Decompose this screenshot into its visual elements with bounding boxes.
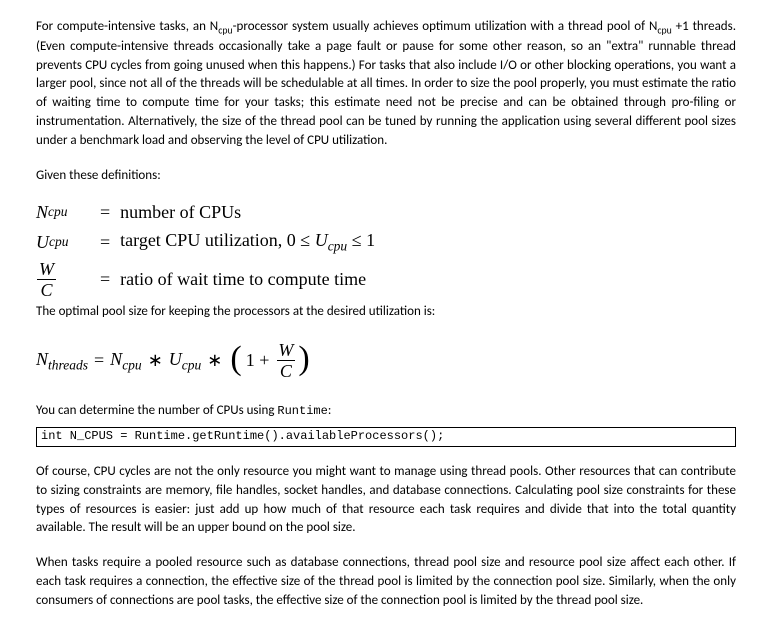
formula-frac-den: C [277,360,295,380]
def-wc-symbol: W C [36,258,86,301]
def-ncpu-sub: cpu [48,201,68,223]
code-block: int N_CPUS = Runtime.getRuntime().availa… [36,427,736,447]
formula-caption: The optimal pool size for keeping the pr… [36,303,736,322]
formula-ucpu-sub: cpu [182,357,202,372]
runtime-caption: You can determine the number of CPUs usi… [36,402,736,421]
formula-frac: W C [275,339,296,382]
def-ucpu-desc: target CPU utilization, 0 ≤ Ucpu ≤ 1 [120,226,375,257]
p1-sub2: cpu [657,25,671,37]
def-ucpu-symbol: Ucpu [36,228,86,257]
formula-lparen: ( [228,342,243,376]
def-wc-frac: W C [36,258,57,301]
formula-ncpu: Ncpu [110,349,148,374]
p1-text2: -processor system usually achieves optim… [233,19,658,34]
def-ucpu-sub: cpu [49,231,69,253]
p1-text3: +1 threads. (Even compute-intensive thre… [36,19,736,148]
def-ucpu-desc-b: U [315,230,328,250]
def-ncpu: Ncpu = number of CPUs [36,198,736,227]
formula-lhs-base: N [36,349,48,369]
def-ucpu-desc-d: ≤ 1 [347,230,375,250]
runtime-caption-code: Runtime [277,404,327,418]
formula-one: 1 + [244,350,276,371]
paragraph-3: When tasks require a pooled resource suc… [36,554,736,611]
paragraph-1: For compute-intensive tasks, an Ncpu-pro… [36,18,736,151]
def-wc-eq: = [86,265,120,294]
def-wc-num: W [36,260,57,279]
runtime-caption-b: : [328,403,331,418]
def-ucpu-desc-a: target CPU utilization, 0 ≤ [120,230,315,250]
formula-frac-num: W [275,341,296,360]
def-ucpu-desc-c: cpu [328,239,348,254]
def-ncpu-desc: number of CPUs [120,198,241,227]
def-ucpu-eq: = [86,228,120,257]
definitions-intro: Given these definitions: [36,167,736,186]
formula-eq: = [94,350,110,371]
formula-star1: ∗ [148,350,169,371]
formula-ncpu-base: N [110,349,122,369]
formula-lhs-sub: threads [48,357,88,372]
def-ncpu-base: N [36,198,48,227]
def-wc: W C = ratio of wait time to compute time [36,258,736,301]
p1-text: For compute-intensive tasks, an N [36,19,218,34]
def-ucpu-base: U [36,228,49,257]
def-wc-desc: ratio of wait time to compute time [120,265,366,294]
formula-rparen: ) [296,342,311,376]
definitions-block: Ncpu = number of CPUs Ucpu = target CPU … [36,198,736,301]
formula: Nthreads = Ncpu ∗ Ucpu ∗ ( 1 + W C ) [36,339,736,382]
def-wc-den: C [37,279,55,299]
def-ucpu: Ucpu = target CPU utilization, 0 ≤ Ucpu … [36,226,736,257]
def-ncpu-eq: = [86,198,120,227]
page: For compute-intensive tasks, an Ncpu-pro… [0,0,772,635]
formula-star2: ∗ [207,350,228,371]
p1-sub1: cpu [218,25,232,37]
formula-ucpu-base: U [169,349,182,369]
formula-ucpu: Ucpu [169,349,208,374]
paragraph-2: Of course, CPU cycles are not the only r… [36,463,736,538]
formula-ncpu-sub: cpu [122,357,142,372]
def-ncpu-symbol: Ncpu [36,198,86,227]
runtime-caption-a: You can determine the number of CPUs usi… [36,403,277,418]
formula-lhs: Nthreads [36,349,94,374]
